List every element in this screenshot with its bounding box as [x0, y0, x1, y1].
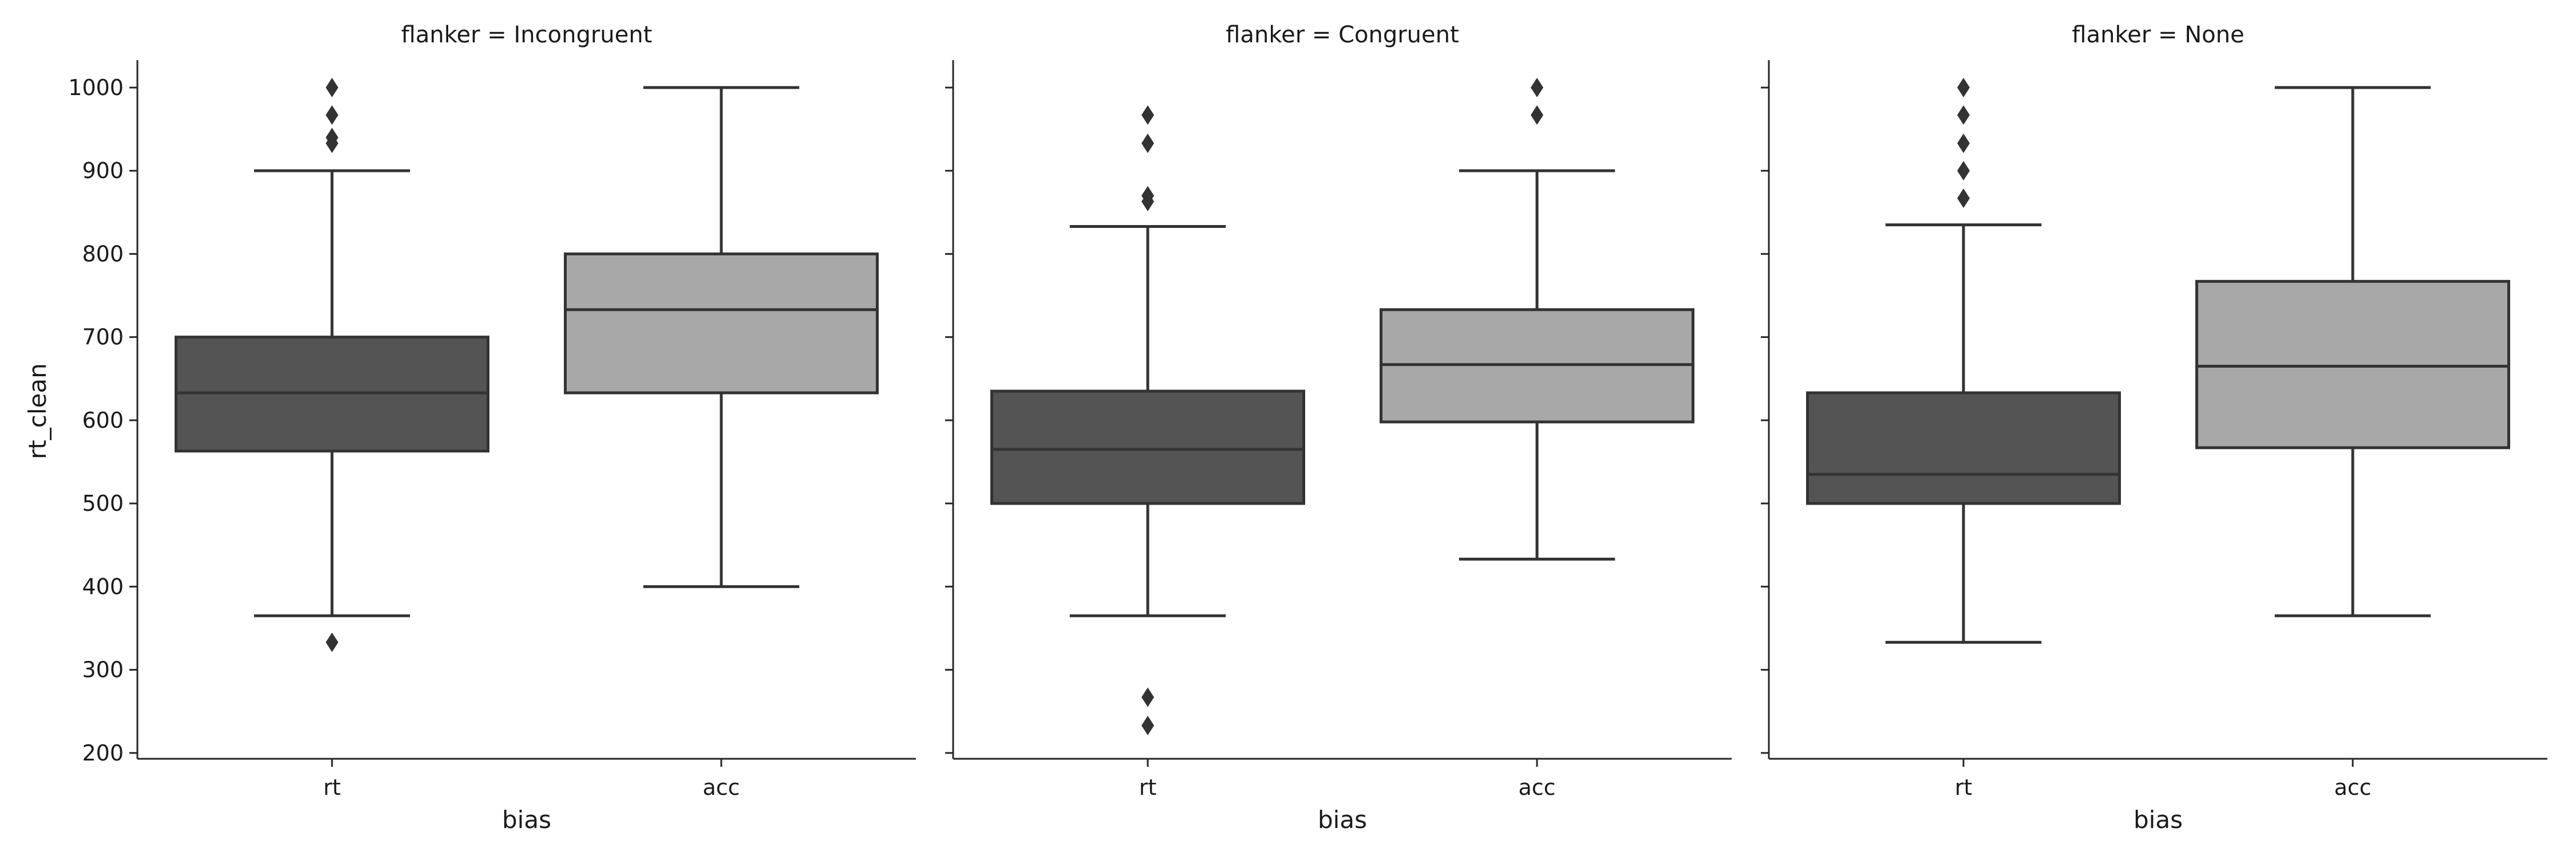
- facet-panel-none: flanker = None bias: [2072, 22, 2244, 834]
- outlier-point: [326, 128, 338, 148]
- facet-title: flanker = None: [2072, 22, 2244, 48]
- outlier-point: [1531, 105, 1543, 125]
- y-tick-label: 900: [82, 158, 124, 183]
- box-acc: [2195, 86, 2510, 617]
- outlier-point: [1141, 105, 1154, 125]
- plot-area: rt acc: [945, 60, 1732, 800]
- y-tick-label: 300: [82, 657, 124, 683]
- x-tick-label: rt: [323, 775, 341, 800]
- x-tick-label: acc: [2334, 775, 2371, 800]
- iqr-box: [990, 389, 1305, 505]
- y-tick-label: 700: [82, 325, 124, 350]
- outlier-point: [1957, 77, 1970, 97]
- y-axis-label: rt_clean: [23, 363, 52, 459]
- x-tick-label: rt: [1955, 775, 1973, 800]
- outlier-point: [1141, 133, 1154, 153]
- facet-panel-incongruent: flanker = Incongruent bias rt_clean: [23, 22, 652, 834]
- facet-panel-congruent: flanker = Congruent bias: [1226, 22, 1459, 834]
- y-tick-label: 200: [82, 740, 124, 766]
- plot-area: 200 300 400 500 600 700 800 900 1000 rt acc: [68, 60, 916, 800]
- x-tick-label: acc: [1518, 775, 1555, 800]
- iqr-box: [2195, 279, 2510, 450]
- y-tick-label: 600: [82, 408, 124, 433]
- iqr-box: [564, 252, 879, 395]
- iqr-box: [1806, 391, 2121, 505]
- outlier-point: [1141, 186, 1154, 206]
- outlier-point: [1957, 105, 1970, 125]
- box-rt: [990, 105, 1305, 735]
- facet-title: flanker = Congruent: [1226, 22, 1459, 48]
- box-acc: [564, 86, 879, 588]
- y-tick-label: 500: [82, 491, 124, 516]
- outlier-point: [1531, 77, 1543, 97]
- box-rt: [175, 77, 489, 652]
- outlier-point: [1957, 188, 1970, 208]
- outlier-point: [326, 77, 338, 97]
- x-axis-label: bias: [2134, 806, 2183, 834]
- outlier-point: [1141, 687, 1154, 707]
- x-tick-label: rt: [1139, 775, 1157, 800]
- box-acc: [1380, 77, 1694, 561]
- outlier-point: [326, 632, 338, 652]
- y-tick-label: 400: [82, 574, 124, 599]
- plot-area: rt acc: [1761, 60, 2547, 800]
- outlier-point: [326, 105, 338, 125]
- box-rt: [1806, 77, 2121, 644]
- facet-title: flanker = Incongruent: [401, 22, 653, 48]
- outlier-point: [1957, 133, 1970, 153]
- outlier-point: [1957, 161, 1970, 181]
- x-axis-label: bias: [1318, 806, 1367, 834]
- outlier-point: [1141, 715, 1154, 735]
- y-tick-label: 1000: [68, 75, 124, 100]
- x-tick-label: acc: [702, 775, 740, 800]
- x-axis-label: bias: [502, 806, 551, 834]
- y-tick-label: 800: [82, 241, 124, 266]
